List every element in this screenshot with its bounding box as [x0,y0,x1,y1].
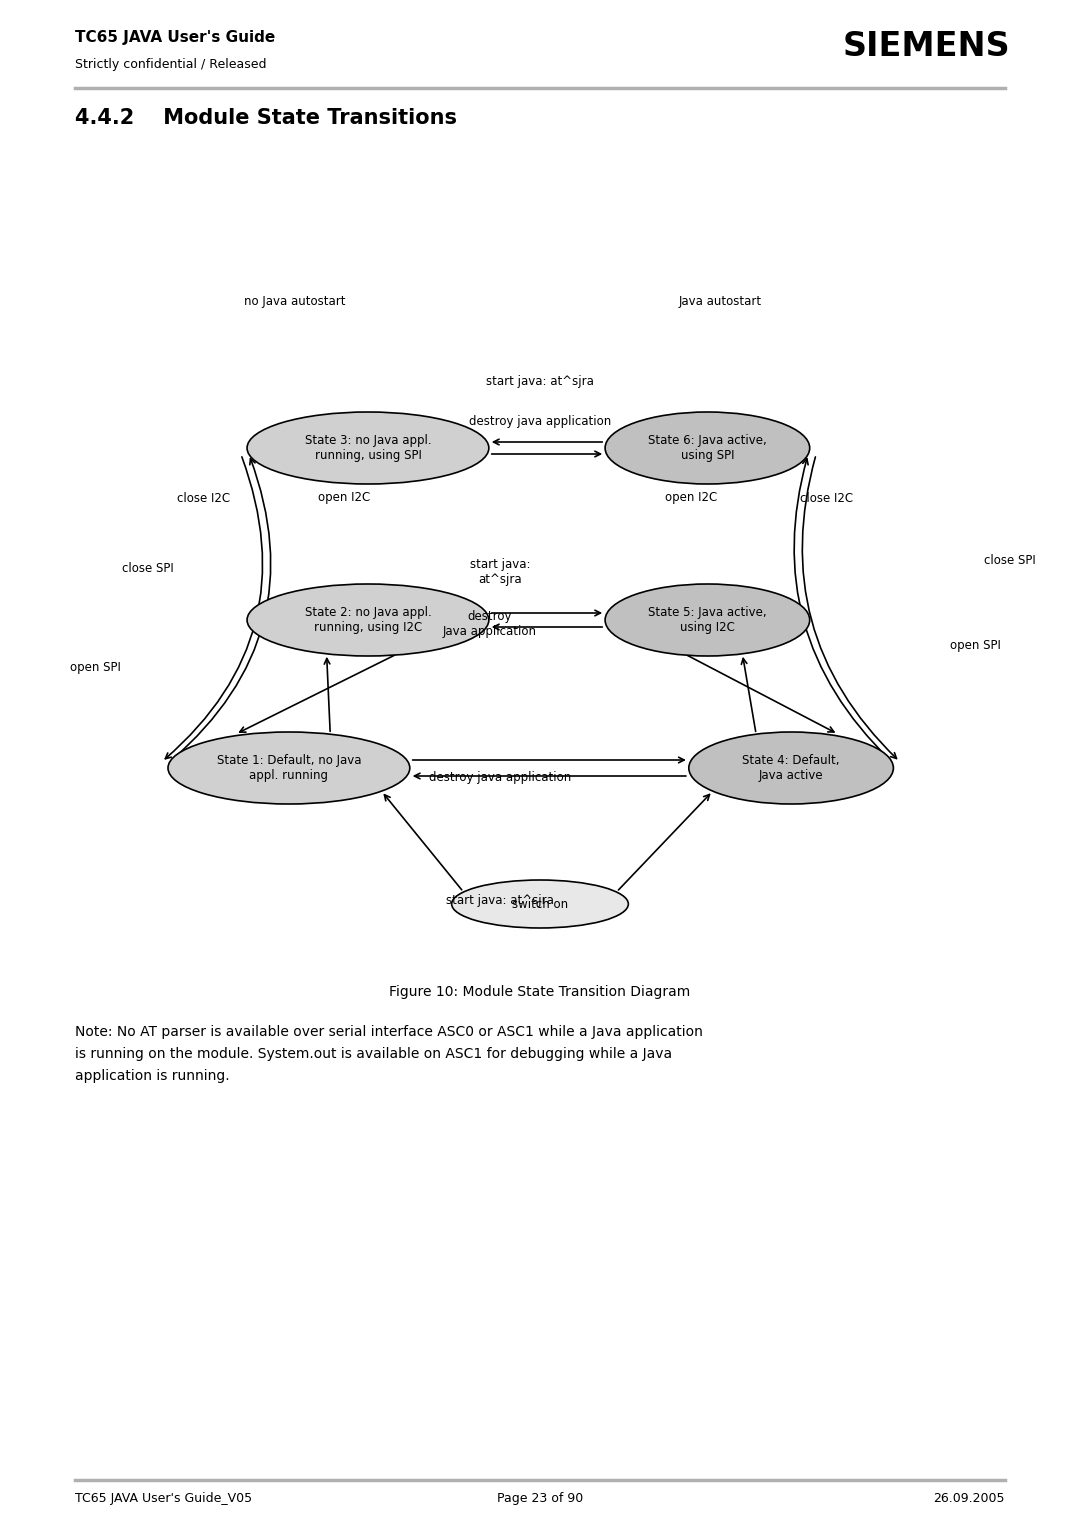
Text: 4.4.2    Module State Transitions: 4.4.2 Module State Transitions [75,108,457,128]
Text: start java:
at^sjra: start java: at^sjra [470,558,530,587]
Text: switch on: switch on [512,897,568,911]
Text: destroy java application: destroy java application [429,772,571,784]
Text: start java: at^sjra: start java: at^sjra [446,894,554,908]
Ellipse shape [451,880,629,927]
Ellipse shape [247,413,489,484]
Text: Strictly confidential / Released: Strictly confidential / Released [75,58,267,70]
Text: open I2C: open I2C [665,492,717,504]
Ellipse shape [247,584,489,656]
Text: Page 23 of 90: Page 23 of 90 [497,1491,583,1505]
Ellipse shape [605,584,810,656]
Text: SIEMENS: SIEMENS [842,31,1010,63]
Text: close I2C: close I2C [800,492,853,504]
Text: destroy java application: destroy java application [469,416,611,428]
Text: Java autostart: Java autostart [678,295,761,309]
Text: close SPI: close SPI [122,561,174,575]
Text: destroy
Java application: destroy Java application [443,610,537,639]
Text: TC65 JAVA User's Guide: TC65 JAVA User's Guide [75,31,275,44]
Ellipse shape [689,732,893,804]
Text: open SPI: open SPI [69,662,121,674]
Text: State 6: Java active,
using SPI: State 6: Java active, using SPI [648,434,767,461]
Text: open SPI: open SPI [949,639,1000,651]
Text: 26.09.2005: 26.09.2005 [933,1491,1005,1505]
Text: State 3: no Java appl.
running, using SPI: State 3: no Java appl. running, using SP… [305,434,431,461]
Text: start java: at^sjra: start java: at^sjra [486,374,594,388]
Text: no Java autostart: no Java autostart [244,295,346,309]
Text: application is running.: application is running. [75,1070,230,1083]
Text: State 2: no Java appl.
running, using I2C: State 2: no Java appl. running, using I2… [305,607,431,634]
Text: State 5: Java active,
using I2C: State 5: Java active, using I2C [648,607,767,634]
Text: is running on the module. System.out is available on ASC1 for debugging while a : is running on the module. System.out is … [75,1047,672,1060]
Ellipse shape [605,413,810,484]
Text: Figure 10: Module State Transition Diagram: Figure 10: Module State Transition Diagr… [390,986,690,999]
Text: close SPI: close SPI [984,553,1036,567]
Ellipse shape [168,732,409,804]
Text: TC65 JAVA User's Guide_V05: TC65 JAVA User's Guide_V05 [75,1491,252,1505]
Text: close I2C: close I2C [177,492,230,504]
Text: Note: No AT parser is available over serial interface ASC0 or ASC1 while a Java : Note: No AT parser is available over ser… [75,1025,703,1039]
Text: State 1: Default, no Java
appl. running: State 1: Default, no Java appl. running [217,753,361,782]
Text: open I2C: open I2C [318,492,370,504]
Text: State 4: Default,
Java active: State 4: Default, Java active [742,753,840,782]
